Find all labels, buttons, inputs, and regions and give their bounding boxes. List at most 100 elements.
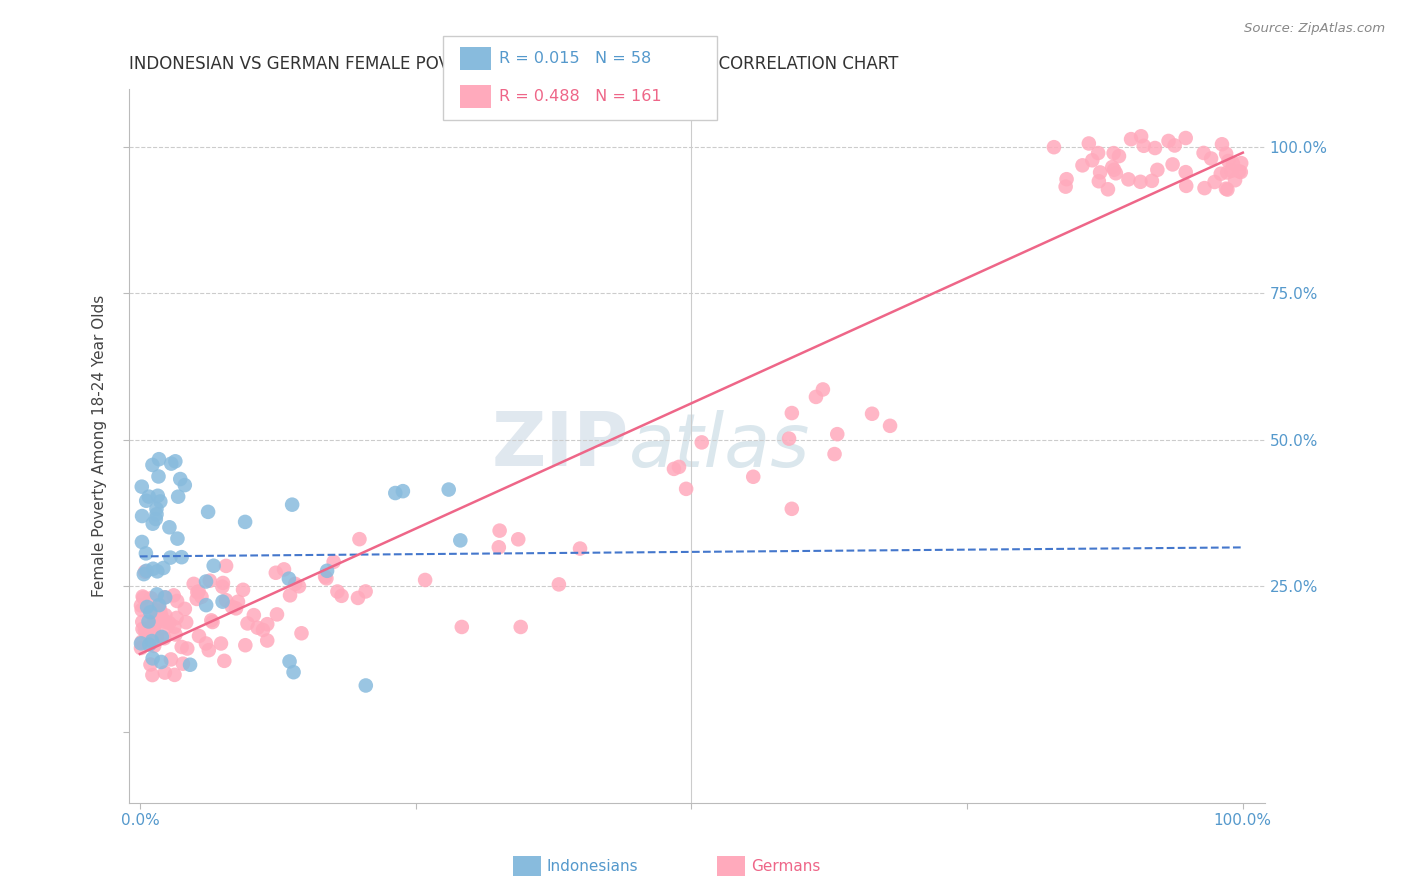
Point <box>188 629 211 643</box>
Point <box>266 607 288 622</box>
Point <box>143 616 166 631</box>
Point <box>690 435 713 450</box>
Point <box>139 605 162 619</box>
Point <box>288 579 311 593</box>
Point <box>174 615 197 630</box>
Point <box>165 454 187 468</box>
Point <box>662 462 685 476</box>
Point <box>1209 167 1232 181</box>
Point <box>233 638 256 652</box>
Point <box>804 390 827 404</box>
Point <box>450 620 472 634</box>
Point <box>170 640 193 654</box>
Point <box>215 593 238 607</box>
Point <box>149 608 172 623</box>
Point <box>811 383 834 397</box>
Point <box>135 564 157 578</box>
Point <box>153 591 176 605</box>
Point <box>668 459 690 474</box>
Point <box>131 634 153 648</box>
Point <box>1204 175 1226 189</box>
Point <box>160 457 183 471</box>
Point <box>780 406 803 420</box>
Point <box>1108 149 1130 163</box>
Point <box>155 608 177 623</box>
Point <box>142 562 165 576</box>
Point <box>131 535 153 549</box>
Point <box>1129 175 1152 189</box>
Point <box>173 602 195 616</box>
Point <box>150 655 173 669</box>
Point <box>290 626 312 640</box>
Point <box>1087 146 1109 161</box>
Point <box>1163 138 1185 153</box>
Point <box>155 620 177 634</box>
Point <box>131 509 153 524</box>
Point <box>860 407 883 421</box>
Point <box>165 627 187 641</box>
Point <box>145 501 167 516</box>
Point <box>547 577 569 591</box>
Point <box>166 611 188 625</box>
Text: INDONESIAN VS GERMAN FEMALE POVERTY AMONG 18-24 YEAR OLDS CORRELATION CHART: INDONESIAN VS GERMAN FEMALE POVERTY AMON… <box>129 55 898 73</box>
Point <box>1211 137 1233 152</box>
Point <box>1118 172 1140 186</box>
Point <box>146 630 169 644</box>
Point <box>202 558 225 573</box>
Point <box>142 621 165 635</box>
Point <box>150 608 173 623</box>
Point <box>153 615 176 629</box>
Point <box>138 615 160 629</box>
Point <box>172 657 194 671</box>
Point <box>1077 136 1099 151</box>
Point <box>1088 174 1111 188</box>
Point <box>145 508 167 522</box>
Point <box>157 616 180 631</box>
Point <box>197 505 219 519</box>
Point <box>1230 165 1253 179</box>
Point <box>195 574 218 589</box>
Point <box>143 615 166 629</box>
Point <box>214 654 236 668</box>
Point <box>1216 165 1239 179</box>
Point <box>211 594 233 608</box>
Point <box>330 589 353 603</box>
Point <box>129 599 152 613</box>
Point <box>1220 163 1243 178</box>
Point <box>138 638 160 652</box>
Point <box>148 452 170 467</box>
Point <box>1216 183 1239 197</box>
Point <box>131 590 153 604</box>
Point <box>200 613 222 627</box>
Point <box>1054 179 1077 194</box>
Point <box>349 532 371 546</box>
Point <box>215 558 238 573</box>
Point <box>1218 153 1240 168</box>
Point <box>1215 182 1237 196</box>
Point <box>1223 173 1246 187</box>
Text: Source: ZipAtlas.com: Source: ZipAtlas.com <box>1244 22 1385 36</box>
Point <box>139 657 162 672</box>
Point <box>1081 153 1104 168</box>
Point <box>1174 131 1197 145</box>
Point <box>167 490 190 504</box>
Point <box>170 550 193 565</box>
Point <box>186 585 208 599</box>
Point <box>186 591 208 606</box>
Point <box>236 616 259 631</box>
Point <box>1102 162 1125 177</box>
Point <box>509 620 531 634</box>
Point <box>131 603 153 617</box>
Text: ZIP: ZIP <box>492 409 628 482</box>
Point <box>148 601 170 615</box>
Point <box>139 591 162 606</box>
Point <box>169 472 191 486</box>
Point <box>256 633 278 648</box>
Point <box>1097 182 1119 196</box>
Point <box>322 555 344 569</box>
Point <box>256 617 278 632</box>
Point <box>1199 152 1222 166</box>
Point <box>278 588 301 602</box>
Point <box>163 588 186 602</box>
Point <box>1071 158 1094 172</box>
